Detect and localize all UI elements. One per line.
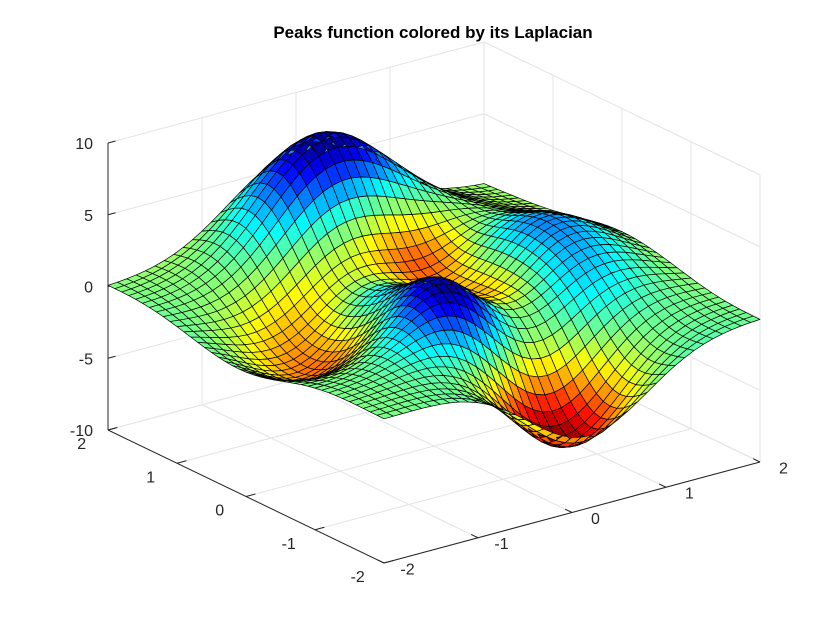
side-wall-grid-z xyxy=(483,41,761,176)
y-tick-label: 1 xyxy=(146,469,155,486)
axes xyxy=(107,140,761,564)
x-tick-mark xyxy=(752,458,761,463)
z-tick-label: -5 xyxy=(79,351,93,368)
y-tick-label: 0 xyxy=(215,503,224,520)
z-tick-label: 0 xyxy=(84,280,93,297)
z-tick-mark xyxy=(107,140,116,144)
chart-title: Peaks function colored by its Laplacian xyxy=(273,23,592,42)
x-tick-label: 1 xyxy=(685,486,694,503)
z-tick-label: 5 xyxy=(84,208,93,225)
y-tick-label: -2 xyxy=(351,569,365,586)
z-tick-mark xyxy=(107,355,116,359)
surface-mesh xyxy=(107,131,761,449)
z-tick-label: -10 xyxy=(70,423,93,440)
x-tick-label: -2 xyxy=(400,561,414,578)
x-tick-mark xyxy=(658,483,667,488)
y-tick-label: 2 xyxy=(77,436,86,453)
y-tick-mark xyxy=(245,493,256,497)
y-tick-label: -1 xyxy=(282,536,296,553)
floor-grid-y xyxy=(314,428,692,531)
z-tick-mark xyxy=(107,427,116,431)
x-tick-label: 0 xyxy=(591,511,600,528)
x-tick-label: -1 xyxy=(494,536,508,553)
x-tick-label: 2 xyxy=(779,460,788,477)
x-tick-mark xyxy=(376,559,385,564)
x-tick-mark xyxy=(564,508,573,513)
y-tick-mark xyxy=(314,526,325,531)
z-tick-label: 10 xyxy=(75,136,93,153)
back-wall-grid-z xyxy=(107,41,485,144)
y-tick-mark xyxy=(176,460,187,464)
x-tick-mark xyxy=(470,533,479,539)
y-tick-mark xyxy=(383,559,394,564)
side-wall-grid-z xyxy=(483,113,761,248)
mesh-cell xyxy=(743,315,761,323)
z-tick-mark xyxy=(107,212,116,216)
